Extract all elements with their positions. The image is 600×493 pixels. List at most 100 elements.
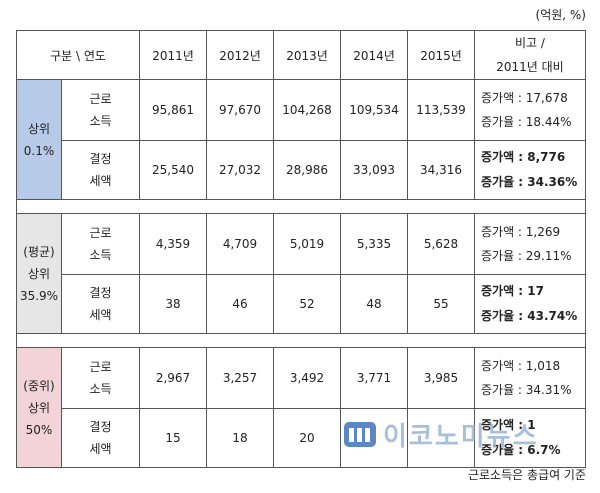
watermark: 이코노미뉴스 [343, 416, 573, 452]
table-cell: 2,967 [139, 347, 207, 409]
group-label-line: 35.9% [19, 288, 59, 303]
note-rate: 증가율 : 29.11% [481, 249, 572, 263]
header-year: 2013년 [273, 30, 341, 80]
table-row: (평균) 상위 35.9% 근로 소득 4,359 4,709 5,019 5,… [16, 213, 586, 334]
note-cell: 증가액 : 17 증가율 : 43.74% [474, 274, 586, 334]
table-cell: 5,019 [273, 213, 341, 275]
table-row: 상위 0.1% 근로 소득 95,861 97,670 104,268 109,… [16, 79, 586, 200]
unit-label: (억원, %) [535, 8, 586, 22]
note-rate: 증가율 : 34.36% [481, 175, 578, 189]
table-cell: 3,985 [407, 347, 475, 409]
header-year: 2014년 [340, 30, 408, 80]
table-cell: 3,257 [206, 347, 274, 409]
header-note-line: 비고 / [515, 36, 545, 50]
table-cell: 52 [273, 274, 341, 334]
note-amount: 증가액 : 1,269 [481, 225, 561, 239]
table-row: 결정 세액 15 18 20 증가액 : 1 증가율 : 6.7% [17, 408, 586, 468]
row-name-line: 소득 [89, 248, 112, 262]
header-note-line: 2011년 대비 [496, 60, 564, 74]
group-label-line: 상위 [27, 266, 51, 281]
group-label: (중위) 상위 50% [16, 347, 62, 468]
note-rate: 증가율 : 43.74% [481, 309, 578, 323]
watermark-logo-icon [344, 422, 376, 447]
table-cell: 95,861 [139, 79, 207, 141]
table-cell: 15 [139, 408, 207, 468]
table-row: (중위) 상위 50% 근로 소득 2,967 3,257 3,492 3,77… [16, 347, 586, 468]
row-name-line: 소득 [89, 382, 112, 396]
table-cell: 28,986 [273, 140, 341, 200]
table-cell: 3,771 [340, 347, 408, 409]
row-name-line: 결정 [89, 286, 112, 300]
table-cell: 5,335 [340, 213, 408, 275]
row-name: 근로 소득 [61, 347, 140, 409]
table-cell: 48 [340, 274, 408, 334]
watermark-text: 이코노미뉴스 [383, 421, 539, 452]
table-cell: 33,093 [340, 140, 408, 200]
row-name-line: 세액 [89, 442, 112, 456]
group-label-line: 상위 [27, 400, 51, 415]
table-cell: 113,539 [407, 79, 475, 141]
table-cell: 55 [407, 274, 475, 334]
row-name-line: 결정 [89, 420, 112, 434]
table-cell: 25,540 [139, 140, 207, 200]
table-cell: 34,316 [407, 140, 475, 200]
spacer-row [16, 199, 586, 214]
table-cell: 46 [206, 274, 274, 334]
spacer-row [16, 333, 586, 348]
group-label: 상위 0.1% [16, 79, 62, 200]
note-cell: 증가액 : 8,776 증가율 : 34.36% [474, 140, 586, 200]
table-cell: 109,534 [340, 79, 408, 141]
row-name-line: 세액 [89, 174, 112, 188]
header-year: 2015년 [407, 30, 475, 80]
note-cell: 증가액 : 1,269 증가율 : 29.11% [474, 213, 586, 275]
note-amount: 증가액 : 1,018 [481, 359, 561, 373]
group-label-line: 50% [25, 422, 53, 437]
row-name-line: 근로 [89, 360, 112, 374]
group-label-line: (평균) [23, 244, 55, 259]
header-row: 구분 \ 연도 2011년 2012년 2013년 2014년 2015년 비고… [16, 30, 586, 80]
group-label-line: 0.1% [23, 143, 55, 158]
header-year: 2012년 [206, 30, 274, 80]
income-tax-table-container: 구분 \ 연도 2011년 2012년 2013년 2014년 2015년 비고… [16, 30, 586, 468]
table-row: 결정 세액 25,540 27,032 28,986 33,093 34,316… [17, 140, 586, 200]
row-name: 근로 소득 [61, 79, 140, 141]
table-cell: 27,032 [206, 140, 274, 200]
note-amount: 증가액 : 1 [481, 418, 536, 432]
table-cell: 5,628 [407, 213, 475, 275]
note-cell: 증가액 : 1 증가율 : 6.7% [474, 408, 586, 468]
row-name-line: 소득 [89, 114, 112, 128]
table-cell: 4,359 [139, 213, 207, 275]
income-tax-table: 구분 \ 연도 2011년 2012년 2013년 2014년 2015년 비고… [16, 30, 586, 468]
row-name: 근로 소득 [61, 213, 140, 275]
table-cell: 38 [139, 274, 207, 334]
note-amount: 증가액 : 8,776 [481, 150, 566, 164]
group-label-line: (중위) [23, 378, 55, 393]
header-note: 비고 / 2011년 대비 [474, 30, 586, 80]
table-cell: 104,268 [273, 79, 341, 141]
header-category: 구분 \ 연도 [16, 30, 140, 80]
row-name: 결정 세액 [61, 408, 140, 468]
row-name-line: 결정 [89, 152, 112, 166]
row-name: 결정 세액 [61, 140, 140, 200]
row-name-line: 근로 [89, 92, 112, 106]
header-year: 2011년 [139, 30, 207, 80]
note-cell: 증가액 : 1,018 증가율 : 34.31% [474, 347, 586, 409]
table-cell: 20 [273, 408, 341, 468]
table-cell: 4,709 [206, 213, 274, 275]
row-name-line: 근로 [89, 226, 112, 240]
table-cell: 97,670 [206, 79, 274, 141]
table-row: 결정 세액 38 46 52 48 55 증가액 : 17 증가율 : 43.7… [17, 274, 586, 334]
group-label: (평균) 상위 35.9% [16, 213, 62, 334]
row-name: 결정 세액 [61, 274, 140, 334]
table-cell: 18 [206, 408, 274, 468]
group-label-line: 상위 [27, 121, 51, 136]
note-cell: 증가액 : 17,678 증가율 : 18.44% [474, 79, 586, 141]
note-amount: 증가액 : 17 [481, 284, 544, 298]
row-name-line: 세액 [89, 308, 112, 322]
note-rate: 증가율 : 6.7% [481, 443, 561, 457]
table-cell: 3,492 [273, 347, 341, 409]
note-rate: 증가율 : 34.31% [481, 383, 572, 397]
note-amount: 증가액 : 17,678 [481, 91, 568, 105]
note-rate: 증가율 : 18.44% [481, 115, 572, 129]
footer-note: 근로소득은 총급여 기준 [467, 468, 586, 482]
